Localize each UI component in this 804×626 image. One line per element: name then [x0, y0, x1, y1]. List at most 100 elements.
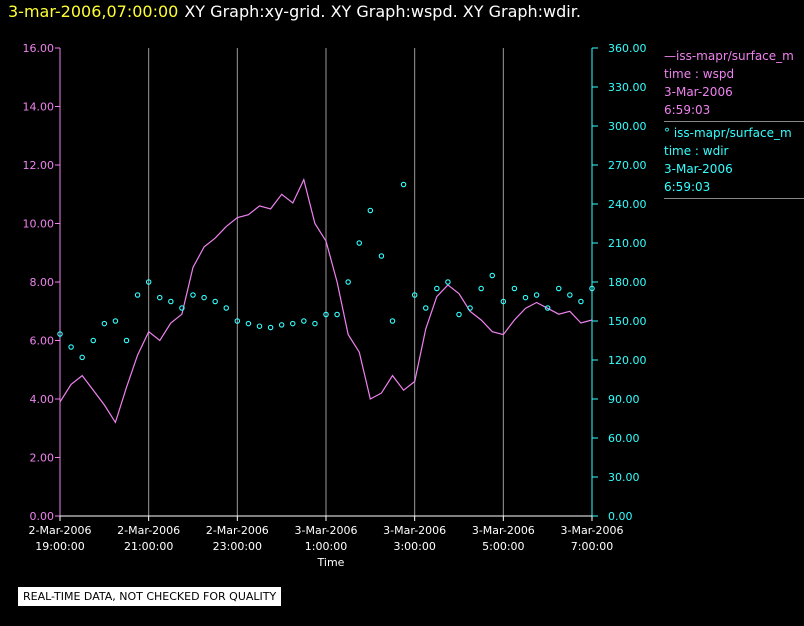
- scatter-point-wdir: [112, 318, 119, 324]
- scatter-point-wdir: [589, 285, 595, 292]
- scatter-point-wdir: [301, 318, 307, 324]
- scatter-point-wdir: [522, 294, 529, 301]
- scatter-point-wdir: [223, 305, 230, 311]
- scatter-point-wdir: [467, 305, 473, 311]
- right-tick-label: 330.00: [608, 81, 647, 94]
- left-tick-label: 14.00: [23, 101, 55, 114]
- timestamp: 3-mar-2006,07:00:00: [8, 2, 179, 21]
- right-tick-label: 30.00: [608, 471, 640, 484]
- right-tick-label: 60.00: [608, 432, 640, 445]
- right-tick-label: 180.00: [608, 276, 647, 289]
- left-tick-label: 16.00: [23, 42, 55, 55]
- legend-wspd: —iss-mapr/surface_m time : wspd 3-Mar-20…: [664, 47, 804, 122]
- scatter-point-wdir: [157, 294, 163, 301]
- x-tick-label-date: 3-Mar-2006: [561, 524, 624, 537]
- scatter-point-wdir: [400, 181, 407, 188]
- scatter-point-wdir: [478, 285, 484, 292]
- scatter-point-wdir: [411, 292, 418, 298]
- right-tick-label: 270.00: [608, 159, 647, 172]
- x-tick-label-time: 21:00:00: [124, 540, 173, 553]
- right-tick-label: 360.00: [608, 42, 647, 55]
- legend-wdir: ° iss-mapr/surface_m time : wdir 3-Mar-2…: [664, 124, 804, 199]
- x-tick-label-time: 23:00:00: [213, 540, 262, 553]
- scatter-point-wdir: [312, 320, 318, 327]
- scatter-point-wdir: [356, 240, 362, 246]
- scatter-point-wdir: [123, 337, 130, 344]
- left-tick-label: 12.00: [23, 159, 55, 172]
- scatter-point-wdir: [90, 337, 97, 344]
- x-tick-label-date: 3-Mar-2006: [383, 524, 446, 537]
- scatter-point-wdir: [145, 279, 152, 285]
- scatter-point-wdir: [234, 318, 241, 324]
- scatter-point-wdir: [345, 279, 351, 285]
- scatter-point-wdir: [489, 272, 495, 279]
- right-tick-label: 210.00: [608, 237, 647, 250]
- scatter-point-wdir: [555, 285, 562, 292]
- left-tick-label: 2.00: [30, 452, 55, 465]
- x-axis-label: Time: [317, 556, 345, 569]
- x-tick-label-date: 3-Mar-2006: [472, 524, 535, 537]
- scatter-point-wdir: [334, 311, 340, 318]
- x-tick-label-time: 7:00:00: [571, 540, 613, 553]
- scatter-point-wdir: [445, 279, 451, 285]
- scatter-point-wdir: [256, 323, 263, 329]
- x-tick-label-date: 2-Mar-2006: [117, 524, 180, 537]
- legend-wspd-time: 6:59:03: [664, 103, 711, 117]
- legend-line-marker: —: [664, 49, 676, 63]
- chart-header: 3-mar-2006,07:00:00 XY Graph:xy-grid. XY …: [8, 2, 581, 21]
- x-tick-label-time: 1:00:00: [305, 540, 347, 553]
- right-tick-label: 0.00: [608, 510, 633, 523]
- left-tick-label: 8.00: [30, 276, 55, 289]
- scatter-point-wdir: [323, 311, 329, 318]
- legend-wdir-time: 6:59:03: [664, 180, 711, 194]
- scatter-point-wdir: [456, 311, 462, 318]
- scatter-point-wdir: [134, 292, 141, 298]
- legend-wdir-var: time : wdir: [664, 144, 729, 158]
- scatter-point-wdir: [533, 292, 540, 298]
- scatter-point-wdir: [389, 318, 396, 324]
- scatter-point-wdir: [434, 285, 440, 292]
- right-tick-label: 120.00: [608, 354, 647, 367]
- scatter-point-wdir: [367, 207, 374, 214]
- x-tick-label-date: 2-Mar-2006: [29, 524, 92, 537]
- scatter-point-wdir: [544, 305, 551, 311]
- right-tick-label: 90.00: [608, 393, 640, 406]
- legend-wdir-name: ° iss-mapr/surface_m: [664, 126, 792, 140]
- scatter-point-wdir: [245, 320, 252, 327]
- scatter-point-wdir: [567, 292, 573, 298]
- scatter-point-wdir: [101, 320, 108, 327]
- scatter-point-wdir: [511, 285, 518, 292]
- scatter-point-wdir: [79, 354, 85, 361]
- scatter-point-wdir: [289, 320, 296, 327]
- chart-title: XY Graph:xy-grid. XY Graph:wspd. XY Grap…: [184, 2, 581, 21]
- scatter-point-wdir: [179, 305, 185, 311]
- scatter-point-wdir: [201, 294, 207, 301]
- legend-wdir-date: 3-Mar-2006: [664, 162, 733, 176]
- scatter-point-wdir: [578, 298, 584, 305]
- legend: —iss-mapr/surface_m time : wspd 3-Mar-20…: [664, 47, 804, 201]
- quality-notice: REAL-TIME DATA, NOT CHECKED FOR QUALITY: [18, 587, 282, 606]
- left-tick-label: 4.00: [30, 393, 55, 406]
- scatter-point-wdir: [212, 298, 218, 305]
- x-tick-label-date: 2-Mar-2006: [206, 524, 269, 537]
- scatter-point-wdir: [190, 292, 196, 298]
- left-tick-label: 6.00: [30, 335, 55, 348]
- scatter-point-wdir: [500, 298, 507, 305]
- scatter-point-wdir: [57, 331, 63, 337]
- x-tick-label-date: 3-Mar-2006: [295, 524, 358, 537]
- scatter-point-wdir: [267, 324, 274, 331]
- scatter-point-wdir: [422, 305, 429, 311]
- scatter-point-wdir: [278, 322, 285, 328]
- right-tick-label: 150.00: [608, 315, 647, 328]
- x-tick-label-time: 3:00:00: [393, 540, 435, 553]
- scatter-point-wdir: [68, 344, 74, 350]
- x-tick-label-time: 5:00:00: [482, 540, 524, 553]
- x-tick-label-time: 19:00:00: [35, 540, 84, 553]
- series-line-wspd: [59, 177, 593, 424]
- scatter-point-wdir: [168, 298, 174, 305]
- right-tick-label: 300.00: [608, 120, 647, 133]
- legend-wspd-name: —iss-mapr/surface_m: [664, 49, 794, 63]
- scatter-point-wdir: [378, 253, 385, 259]
- legend-wspd-var: time : wspd: [664, 67, 735, 81]
